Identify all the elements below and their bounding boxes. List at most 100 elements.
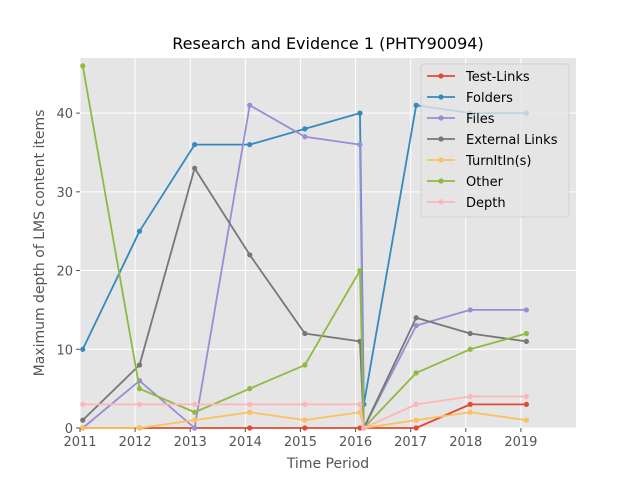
data-point [302, 425, 308, 431]
x-tick-label: 2019 [504, 435, 537, 450]
data-point [523, 401, 530, 407]
data-point [247, 401, 253, 407]
chart-title: Research and Evidence 1 (PHTY90094) [172, 34, 483, 53]
legend-marker [438, 115, 444, 121]
data-point [192, 141, 198, 148]
series-line [82, 395, 527, 429]
data-point [467, 401, 473, 407]
data-point [80, 401, 86, 407]
data-point [80, 417, 86, 423]
data-point [467, 346, 473, 352]
legend-item: Depth [427, 196, 506, 211]
x-tick-label: 2015 [284, 435, 317, 450]
legend-marker [438, 136, 444, 142]
y-tick-label: 10 [56, 343, 73, 358]
data-point [247, 102, 253, 108]
data-point [136, 362, 143, 368]
y-tick-label: 40 [56, 107, 73, 122]
legend-marker [438, 94, 444, 100]
y-tick-label: 0 [65, 422, 73, 437]
data-point [357, 401, 363, 407]
legend-label: Test-Links [465, 70, 530, 85]
data-point [413, 370, 419, 376]
data-point [302, 417, 308, 423]
data-point [136, 401, 143, 407]
data-point [302, 134, 308, 140]
legend-item: Other [427, 175, 504, 190]
legend-item: TurnItIn(s) [427, 154, 531, 169]
data-point [361, 425, 367, 431]
x-tick-label: 2011 [63, 435, 96, 450]
data-point [302, 330, 308, 337]
x-axis-ticks: 2011 2012 2013 2014 2015 2016 2017 2018 2019 [63, 428, 537, 450]
legend-item: Files [427, 112, 495, 127]
data-point [302, 362, 308, 368]
data-point [80, 425, 86, 431]
data-point [357, 110, 363, 116]
data-point [467, 393, 473, 400]
legend-label: TurnItIn(s) [465, 154, 531, 169]
data-point [136, 228, 143, 234]
data-point [80, 346, 86, 352]
x-tick-label: 2014 [229, 435, 262, 450]
x-tick-label: 2016 [339, 435, 372, 450]
legend-box [420, 63, 570, 218]
data-point [523, 338, 530, 345]
data-point [413, 323, 419, 329]
data-point [192, 401, 198, 407]
legend-item: Test-Links [427, 70, 530, 85]
data-point [467, 307, 473, 313]
data-point [523, 393, 530, 400]
x-tick-label: 2018 [449, 435, 482, 450]
data-point [302, 401, 308, 407]
data-point [523, 330, 530, 337]
data-point [523, 307, 530, 313]
x-tick-label: 2017 [394, 435, 427, 450]
data-point [192, 425, 198, 431]
legend-label: Depth [466, 196, 506, 211]
data-point [247, 409, 253, 415]
data-point [467, 330, 473, 337]
data-point [357, 141, 363, 148]
data-point [413, 102, 419, 108]
data-point [413, 401, 419, 407]
data-point [247, 252, 253, 258]
data-point [467, 409, 473, 415]
legend-label: Other [466, 175, 504, 190]
x-axis-label: Time Period [286, 456, 369, 472]
data-point [413, 417, 419, 423]
series-layer [80, 63, 530, 431]
data-point [413, 315, 419, 321]
data-point [247, 141, 253, 148]
y-tick-label: 30 [56, 186, 73, 201]
y-axis-ticks: 0 10 20 30 40 [56, 107, 80, 437]
y-tick-label: 20 [56, 265, 73, 280]
data-point [413, 425, 419, 431]
data-point [80, 63, 86, 69]
y-axis-label: Maximum depth of LMS content items [32, 110, 48, 377]
grid-lines [79, 58, 576, 429]
data-point [302, 126, 308, 132]
data-point [357, 425, 363, 431]
legend-marker [438, 73, 444, 79]
legend-label: External Links [466, 133, 558, 148]
series-line [81, 65, 527, 429]
legend-item: Folders [427, 91, 513, 106]
x-tick-label: 2013 [174, 435, 207, 450]
legend-marker [438, 199, 444, 205]
x-tick-label: 2012 [119, 435, 152, 450]
legend-item: External Links [427, 133, 558, 148]
data-point [357, 267, 363, 274]
series-depth [80, 393, 530, 431]
data-point [192, 417, 198, 423]
legend-marker [438, 157, 444, 163]
data-point [136, 386, 143, 392]
series-line [82, 167, 527, 429]
series-line [82, 411, 527, 429]
data-point [192, 165, 198, 171]
data-point [192, 409, 198, 415]
data-point [136, 425, 143, 431]
legend-marker [438, 178, 444, 184]
legend: Test-Links Folders Files External Links Turn… [420, 63, 570, 218]
